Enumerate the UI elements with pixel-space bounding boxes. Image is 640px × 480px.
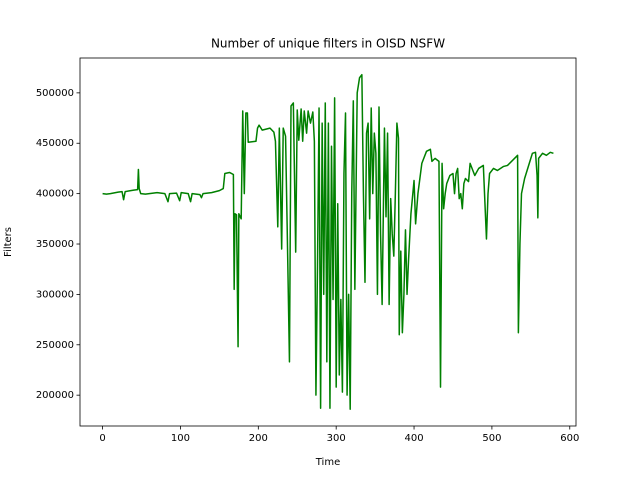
x-tick-label: 200 [249, 433, 268, 444]
data-line [102, 73, 554, 411]
x-tick-label: 0 [99, 433, 105, 444]
x-tick-label: 100 [171, 433, 190, 444]
y-tick-label: 450000 [36, 138, 74, 149]
y-tick-label: 400000 [36, 189, 74, 200]
y-tick-label: 500000 [36, 88, 74, 99]
plot-frame [79, 57, 577, 427]
y-tick-label: 200000 [36, 390, 74, 401]
chart-title: Number of unique filters in OISD NSFW [211, 37, 445, 51]
x-tick-label: 300 [327, 433, 346, 444]
y-tick-label: 350000 [36, 239, 74, 250]
y-tick-label: 250000 [36, 340, 74, 351]
y-axis-label: Filters [3, 227, 14, 257]
x-axis-label: Time [315, 457, 340, 468]
x-tick-label: 400 [404, 433, 423, 444]
x-tick-label: 600 [560, 433, 579, 444]
y-tick-label: 300000 [36, 289, 74, 300]
x-tick-label: 500 [482, 433, 501, 444]
